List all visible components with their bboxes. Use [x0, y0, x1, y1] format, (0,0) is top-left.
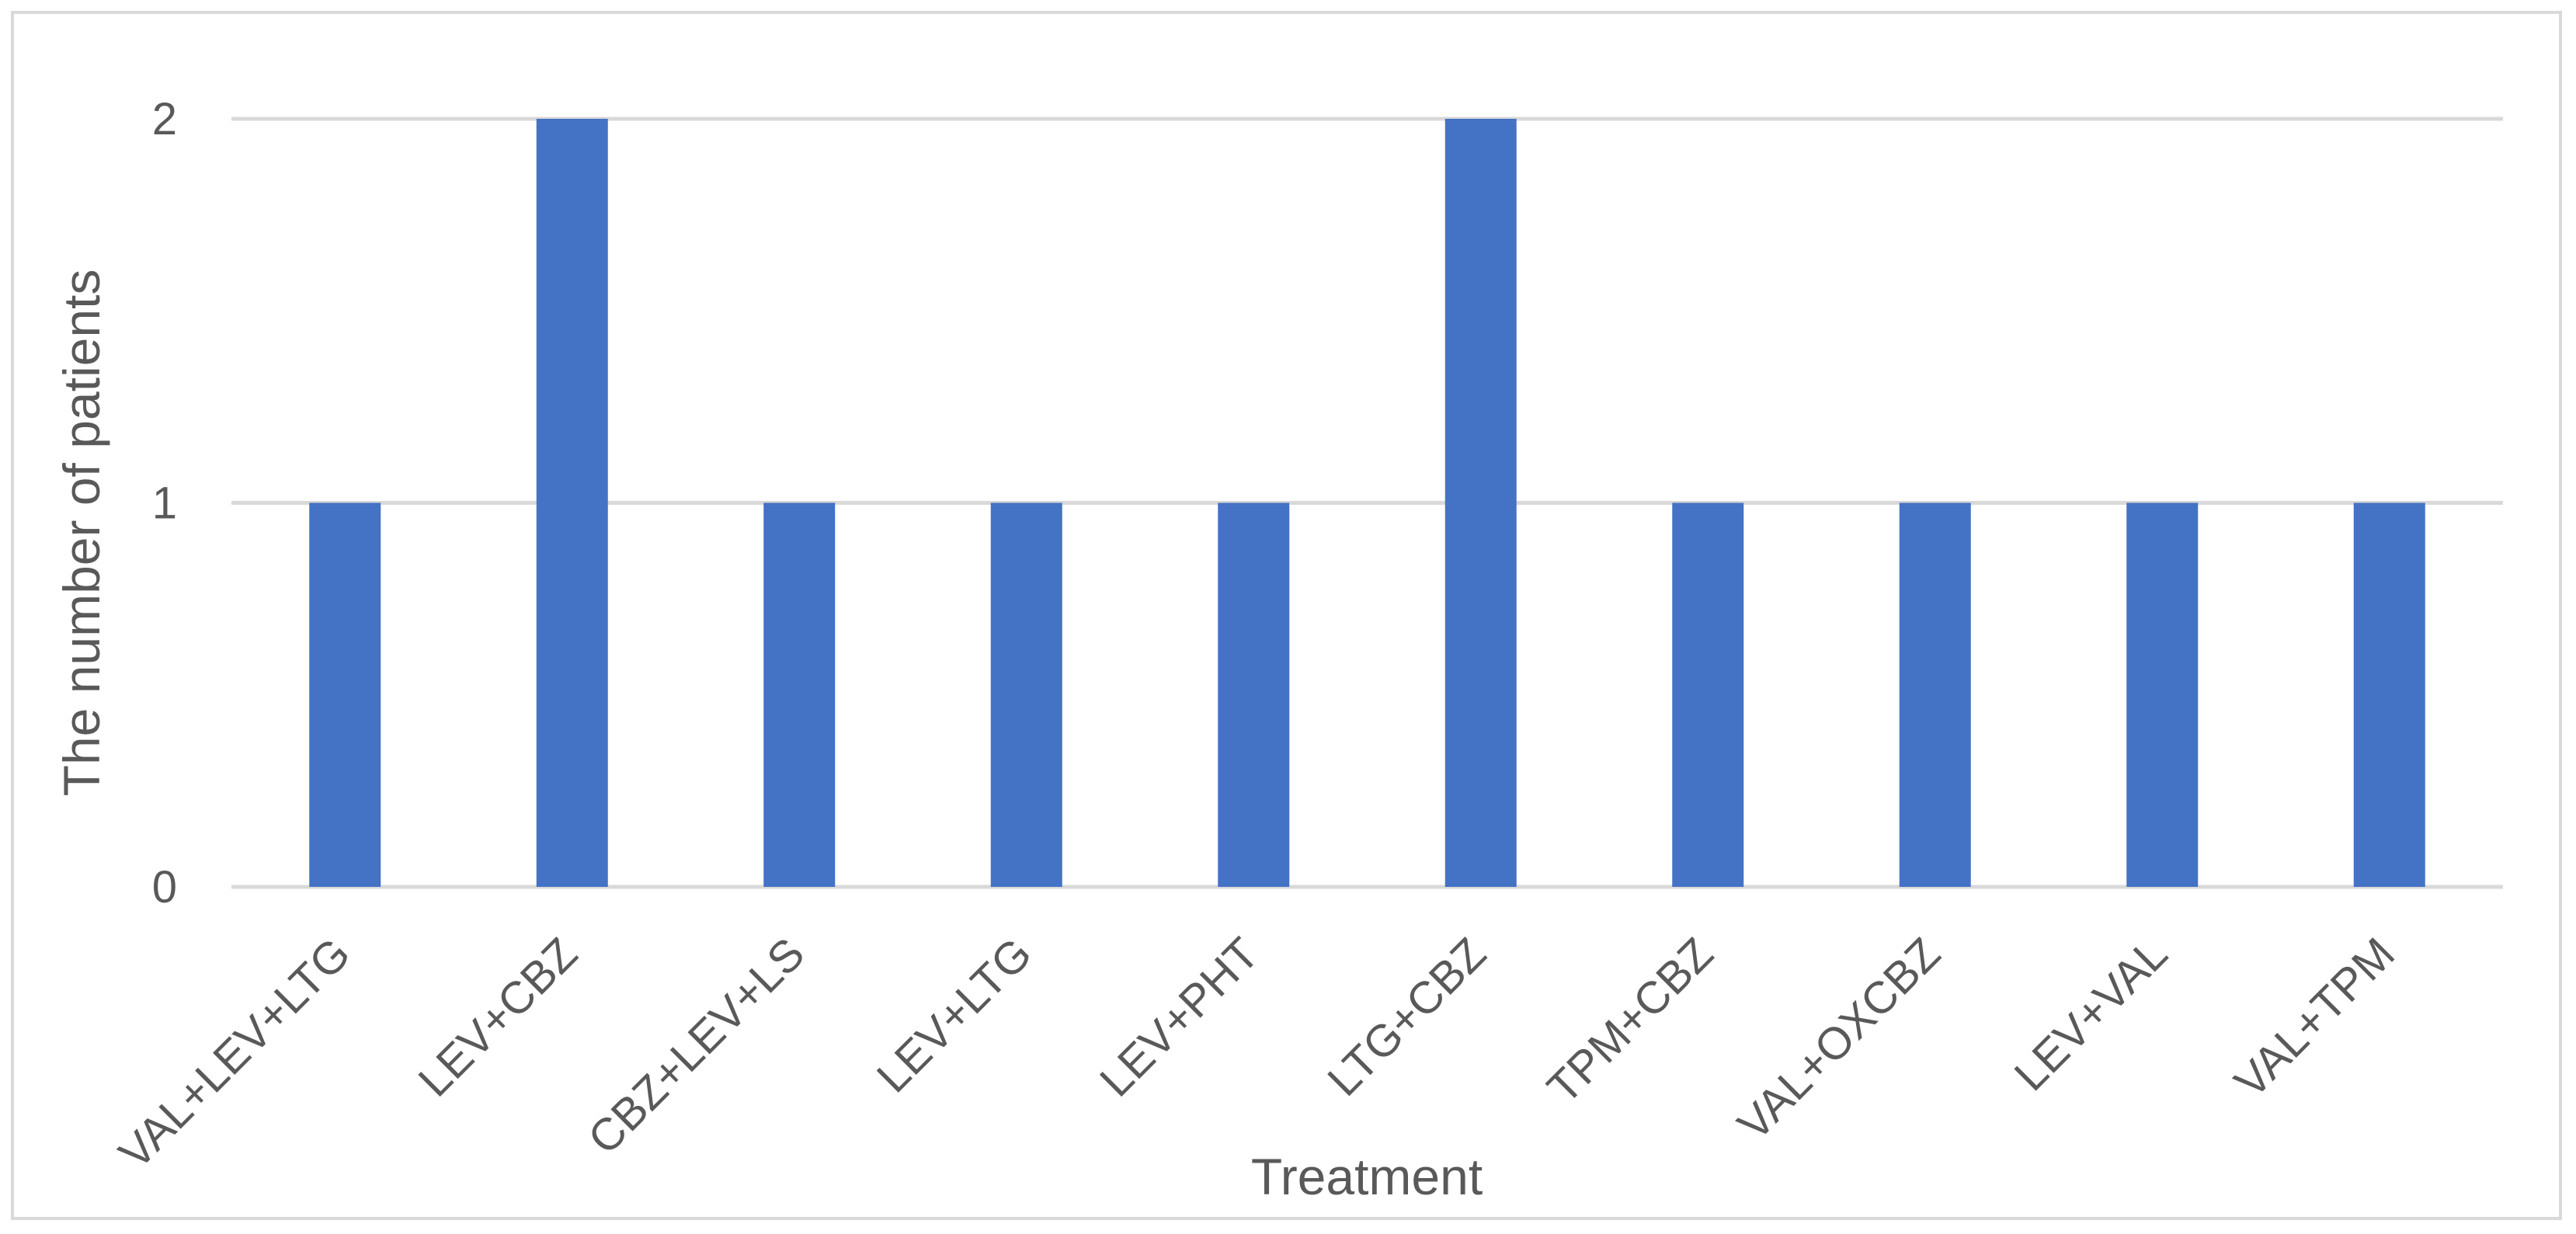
bar [2126, 502, 2199, 887]
x-tick-label: CBZ+LEV+LS [579, 928, 815, 1164]
x-tick-label: LEV+VAL [2005, 928, 2178, 1100]
bars [309, 119, 2425, 887]
bar [536, 119, 608, 887]
x-axis-title: Treatment [1251, 1148, 1483, 1205]
x-tick-label: LEV+CBZ [408, 928, 586, 1106]
gridlines [231, 116, 2503, 889]
x-tick-label: VAL+TPM [2225, 928, 2404, 1107]
x-tick-label: VAL+LEV+LTG [110, 928, 360, 1179]
x-tick-label: LEV+PHT [1090, 928, 1268, 1106]
bar [1899, 502, 1971, 887]
bar [309, 502, 381, 887]
bar [1218, 502, 1290, 887]
bar [763, 502, 836, 887]
x-tick-label: LEV+LTG [867, 928, 1041, 1102]
x-tick-label: LTG+CBZ [1318, 928, 1496, 1106]
y-tick-label: 1 [152, 478, 177, 529]
y-tick-labels: 0 1 2 [152, 94, 177, 912]
bar [990, 502, 1062, 887]
x-tick-label: TPM+CBZ [1538, 928, 1723, 1114]
bar [1672, 502, 1744, 887]
bar [1444, 119, 1517, 887]
y-axis-title: The number of patients [53, 269, 110, 797]
y-tick-label: 0 [152, 862, 177, 912]
x-tick-label: VAL+OXCBZ [1728, 928, 1950, 1150]
bar [2353, 502, 2425, 887]
y-tick-label: 2 [152, 94, 177, 144]
